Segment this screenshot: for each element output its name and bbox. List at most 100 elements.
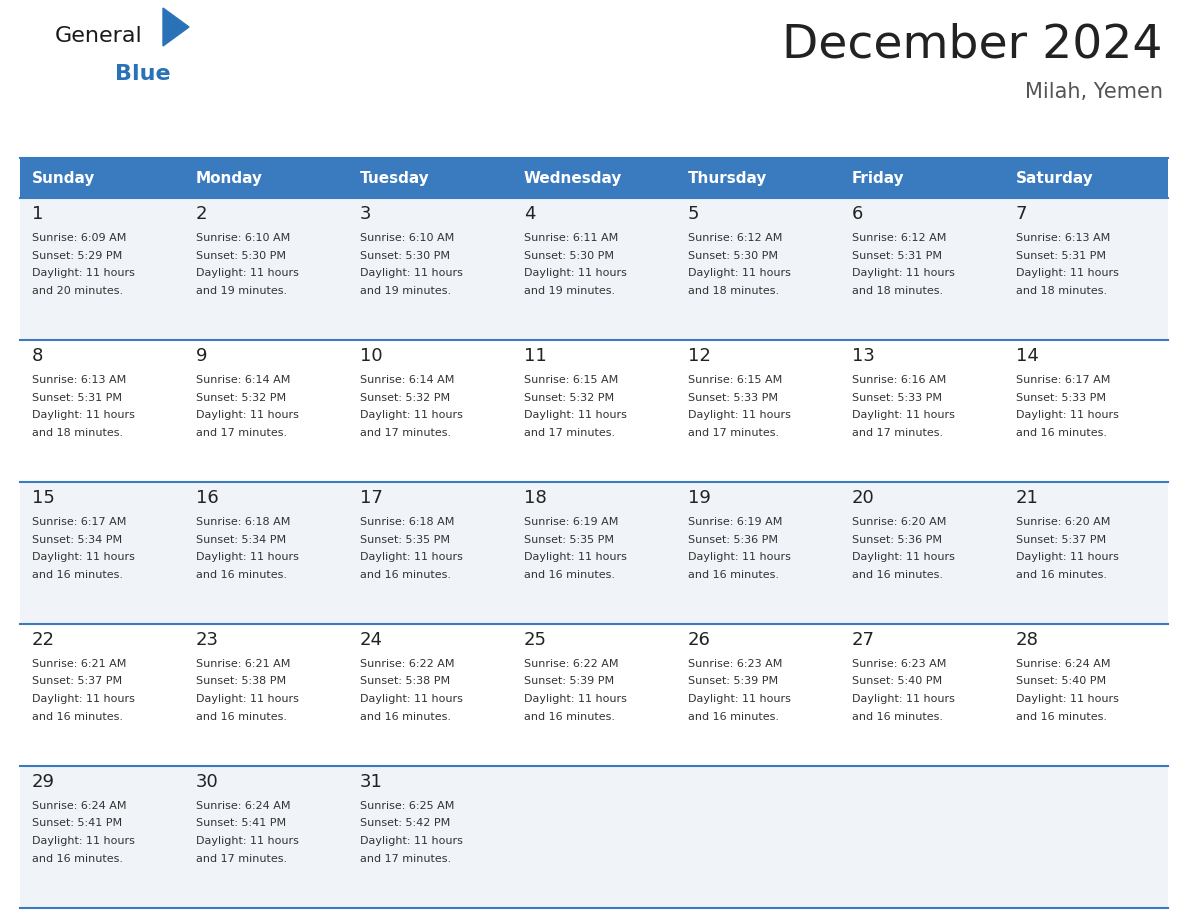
Text: 14: 14 [1016,347,1038,365]
Text: Sunrise: 6:23 AM: Sunrise: 6:23 AM [852,659,947,669]
Text: 22: 22 [32,631,55,649]
Text: 28: 28 [1016,631,1038,649]
Text: Sunset: 5:30 PM: Sunset: 5:30 PM [524,251,614,261]
Text: and 19 minutes.: and 19 minutes. [360,285,451,296]
Bar [1004,158,1168,198]
Text: 17: 17 [360,489,383,507]
Text: Sunset: 5:36 PM: Sunset: 5:36 PM [688,534,778,544]
Text: 13: 13 [852,347,874,365]
Text: 27: 27 [852,631,876,649]
Text: and 16 minutes.: and 16 minutes. [1016,711,1107,722]
Text: and 16 minutes.: and 16 minutes. [1016,428,1107,438]
Text: Sunset: 5:41 PM: Sunset: 5:41 PM [196,819,286,829]
Text: Sunrise: 6:20 AM: Sunrise: 6:20 AM [852,517,947,527]
Text: Blue: Blue [115,64,171,84]
Text: and 20 minutes.: and 20 minutes. [32,285,124,296]
Text: Daylight: 11 hours: Daylight: 11 hours [196,836,299,846]
Text: and 18 minutes.: and 18 minutes. [688,285,779,296]
Text: 12: 12 [688,347,710,365]
Text: Sunset: 5:32 PM: Sunset: 5:32 PM [360,393,450,402]
Text: Sunset: 5:35 PM: Sunset: 5:35 PM [360,534,450,544]
Text: 23: 23 [196,631,219,649]
Text: Sunset: 5:38 PM: Sunset: 5:38 PM [196,677,286,687]
Bar [348,158,512,198]
Text: and 19 minutes.: and 19 minutes. [196,285,287,296]
Bar [840,158,1004,198]
Text: General: General [55,26,143,46]
Text: and 17 minutes.: and 17 minutes. [360,428,451,438]
Text: 16: 16 [196,489,219,507]
Text: Sunset: 5:41 PM: Sunset: 5:41 PM [32,819,122,829]
Text: Milah, Yemen: Milah, Yemen [1025,82,1163,102]
Text: Daylight: 11 hours: Daylight: 11 hours [32,410,135,420]
Text: and 16 minutes.: and 16 minutes. [688,711,779,722]
Text: Daylight: 11 hours: Daylight: 11 hours [360,268,463,278]
Text: Sunrise: 6:17 AM: Sunrise: 6:17 AM [32,517,126,527]
Text: and 16 minutes.: and 16 minutes. [32,854,124,864]
Text: 7: 7 [1016,205,1028,223]
Text: Sunrise: 6:13 AM: Sunrise: 6:13 AM [1016,233,1111,243]
Text: Daylight: 11 hours: Daylight: 11 hours [32,836,135,846]
Text: Sunrise: 6:11 AM: Sunrise: 6:11 AM [524,233,618,243]
Text: 8: 8 [32,347,44,365]
Text: Daylight: 11 hours: Daylight: 11 hours [852,410,955,420]
Text: Sunrise: 6:18 AM: Sunrise: 6:18 AM [360,517,454,527]
Text: 19: 19 [688,489,710,507]
Text: Sunset: 5:33 PM: Sunset: 5:33 PM [1016,393,1106,402]
Text: Daylight: 11 hours: Daylight: 11 hours [32,694,135,704]
Text: Sunrise: 6:19 AM: Sunrise: 6:19 AM [524,517,619,527]
Text: Sunrise: 6:09 AM: Sunrise: 6:09 AM [32,233,126,243]
Text: Daylight: 11 hours: Daylight: 11 hours [196,268,299,278]
Text: and 17 minutes.: and 17 minutes. [524,428,615,438]
Text: Daylight: 11 hours: Daylight: 11 hours [196,410,299,420]
Text: Sunrise: 6:14 AM: Sunrise: 6:14 AM [360,375,454,385]
Text: Daylight: 11 hours: Daylight: 11 hours [196,694,299,704]
Text: Sunrise: 6:15 AM: Sunrise: 6:15 AM [688,375,782,385]
Text: Sunset: 5:30 PM: Sunset: 5:30 PM [688,251,778,261]
Text: Sunrise: 6:21 AM: Sunrise: 6:21 AM [196,659,290,669]
Text: Daylight: 11 hours: Daylight: 11 hours [852,268,955,278]
Text: Sunrise: 6:21 AM: Sunrise: 6:21 AM [32,659,126,669]
Text: Daylight: 11 hours: Daylight: 11 hours [524,268,627,278]
Text: Sunset: 5:34 PM: Sunset: 5:34 PM [196,534,286,544]
Text: and 16 minutes.: and 16 minutes. [852,711,943,722]
Text: Wednesday: Wednesday [524,171,623,185]
Text: Daylight: 11 hours: Daylight: 11 hours [1016,268,1119,278]
Text: Daylight: 11 hours: Daylight: 11 hours [360,410,463,420]
Text: Sunrise: 6:23 AM: Sunrise: 6:23 AM [688,659,783,669]
Text: Sunrise: 6:10 AM: Sunrise: 6:10 AM [196,233,290,243]
Bar [20,158,184,198]
Text: and 18 minutes.: and 18 minutes. [852,285,943,296]
Text: 21: 21 [1016,489,1038,507]
Text: Sunset: 5:40 PM: Sunset: 5:40 PM [852,677,942,687]
Text: Daylight: 11 hours: Daylight: 11 hours [196,552,299,562]
Text: Sunrise: 6:24 AM: Sunrise: 6:24 AM [196,801,291,811]
Bar [512,158,676,198]
Text: Sunrise: 6:13 AM: Sunrise: 6:13 AM [32,375,126,385]
Text: and 16 minutes.: and 16 minutes. [524,711,615,722]
Text: Sunset: 5:33 PM: Sunset: 5:33 PM [688,393,778,402]
Text: and 16 minutes.: and 16 minutes. [688,569,779,579]
Text: Sunset: 5:31 PM: Sunset: 5:31 PM [1016,251,1106,261]
Text: 1: 1 [32,205,44,223]
Text: Sunrise: 6:20 AM: Sunrise: 6:20 AM [1016,517,1111,527]
Text: and 16 minutes.: and 16 minutes. [32,711,124,722]
Text: Sunset: 5:34 PM: Sunset: 5:34 PM [32,534,122,544]
Text: Daylight: 11 hours: Daylight: 11 hours [524,694,627,704]
Text: Sunrise: 6:12 AM: Sunrise: 6:12 AM [688,233,783,243]
Text: Daylight: 11 hours: Daylight: 11 hours [852,552,955,562]
Text: 6: 6 [852,205,864,223]
Text: and 16 minutes.: and 16 minutes. [852,569,943,579]
Text: Daylight: 11 hours: Daylight: 11 hours [1016,694,1119,704]
Text: Sunrise: 6:24 AM: Sunrise: 6:24 AM [32,801,126,811]
Text: and 16 minutes.: and 16 minutes. [360,711,451,722]
Text: and 17 minutes.: and 17 minutes. [196,854,287,864]
Text: and 18 minutes.: and 18 minutes. [1016,285,1107,296]
Text: Sunrise: 6:22 AM: Sunrise: 6:22 AM [360,659,455,669]
Text: Sunrise: 6:25 AM: Sunrise: 6:25 AM [360,801,454,811]
Text: Sunrise: 6:17 AM: Sunrise: 6:17 AM [1016,375,1111,385]
Text: and 16 minutes.: and 16 minutes. [196,711,287,722]
Text: Sunset: 5:32 PM: Sunset: 5:32 PM [524,393,614,402]
Text: Sunset: 5:37 PM: Sunset: 5:37 PM [32,677,122,687]
Text: 11: 11 [524,347,546,365]
